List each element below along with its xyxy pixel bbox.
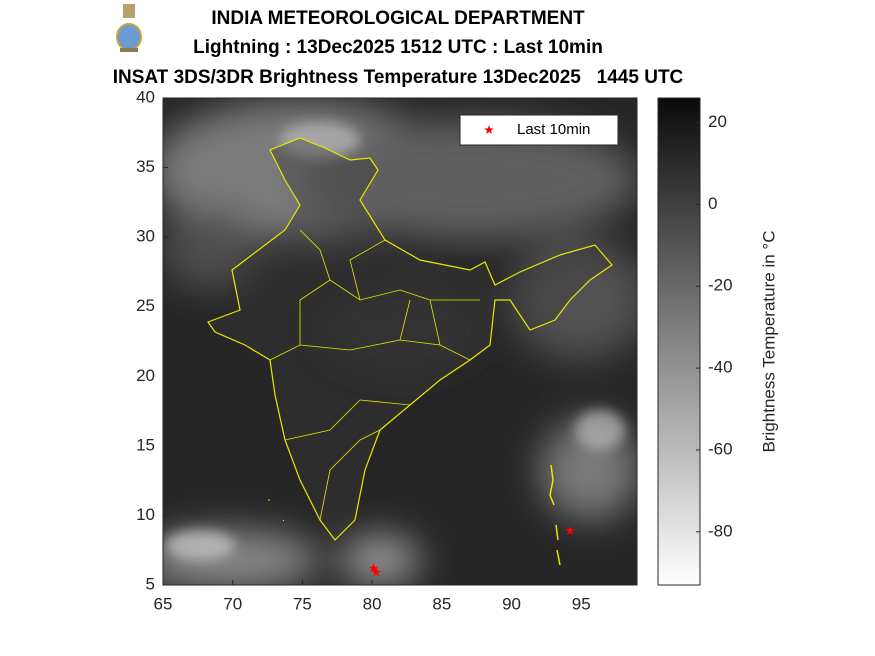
y-tick-label: 10	[136, 505, 155, 524]
satellite-image	[163, 98, 637, 585]
legend-marker	[484, 125, 494, 134]
axes-box	[162, 97, 638, 586]
state-borders	[269, 229, 480, 521]
lakshadweep	[268, 499, 285, 522]
y-tick-label: 30	[136, 227, 155, 246]
colorbar-tick-label: 0	[708, 194, 717, 213]
y-tick-label: 40	[136, 87, 155, 106]
y-tick-label: 20	[136, 366, 155, 385]
y-tick-label: 5	[146, 574, 155, 593]
lightning-point	[371, 567, 382, 577]
x-tick-label: 80	[363, 594, 382, 613]
x-tick-label: 75	[293, 594, 312, 613]
x-tick-label: 70	[223, 594, 242, 613]
colorbar-tick-label: 20	[708, 112, 727, 131]
y-tick-label: 25	[136, 296, 155, 315]
y-tick-label: 35	[136, 157, 155, 176]
title: INDIA METEOROLOGICAL DEPARTMENT	[211, 8, 585, 29]
lightning-point	[565, 525, 575, 535]
colorbar-tick-label: -40	[708, 358, 733, 377]
subtitle: Lightning : 13Dec2025 1512 UTC : Last 10…	[193, 37, 603, 58]
colorbar-tick-label: -60	[708, 439, 733, 458]
x-tick-label: 65	[154, 594, 173, 613]
colorbar-tick-label: -80	[708, 521, 733, 540]
x-tick-label: 85	[432, 594, 451, 613]
legend-label: Last 10min	[517, 121, 590, 138]
islands	[549, 464, 561, 566]
legend: Last 10min	[459, 114, 619, 146]
subtitle: INSAT 3DS/3DR Brightness Temperature 13D…	[113, 67, 684, 88]
colorbar-tick-label: -20	[708, 276, 733, 295]
x-tick-label: 95	[572, 594, 591, 613]
emblem	[116, 4, 142, 52]
lightning-point	[368, 563, 379, 573]
x-tick-label: 90	[502, 594, 521, 613]
y-tick-label: 15	[136, 435, 155, 454]
legend-box	[459, 114, 619, 146]
colorbar	[657, 97, 701, 586]
colorbar-label: Brightness Temperature in °C	[759, 231, 778, 453]
